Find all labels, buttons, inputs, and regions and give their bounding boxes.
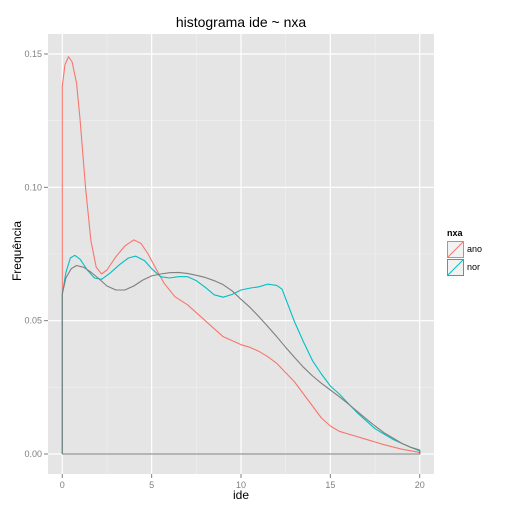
legend-item-nor: nor — [447, 258, 507, 276]
x-tick-label: 0 — [60, 480, 65, 490]
x-tick-label: 20 — [415, 480, 425, 490]
chart-title: histograma ide ~ nxa — [175, 14, 307, 30]
y-tick-label: 0.05 — [24, 316, 42, 326]
series-line-ano — [61, 56, 421, 455]
y-tick-label: 0.10 — [24, 182, 42, 192]
legend-key-line — [447, 259, 464, 275]
legend-item-ano: ano — [447, 240, 507, 258]
legend-key-ano — [447, 240, 464, 258]
y-tick-label: 0.15 — [24, 49, 42, 59]
x-tick-label: 10 — [236, 480, 246, 490]
y-tick-label: 0.00 — [24, 449, 42, 459]
legend-label-ano: ano — [467, 244, 483, 254]
legend-key-nor — [447, 258, 464, 276]
x-tick-label: 15 — [325, 480, 335, 490]
legend: nxa ano nor — [447, 228, 507, 276]
legend-title: nxa — [447, 228, 463, 238]
series-line-overall — [61, 264, 421, 455]
legend-label-nor: nor — [467, 262, 481, 272]
x-axis-label: ide — [232, 488, 249, 502]
legend-key-line — [447, 241, 464, 257]
x-tick-label: 5 — [149, 480, 154, 490]
series-line-nor — [61, 254, 421, 455]
